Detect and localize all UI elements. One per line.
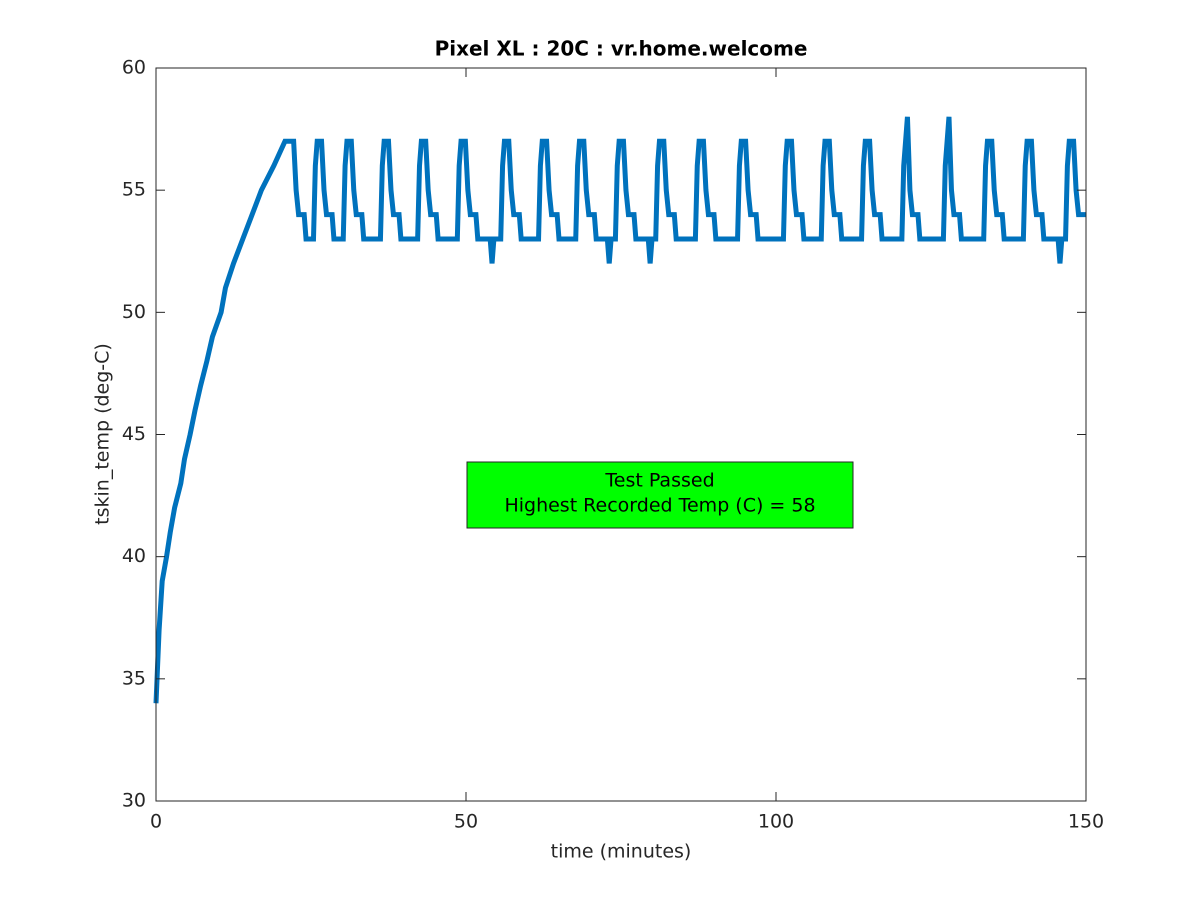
y-tick-label: 40 [122, 545, 146, 567]
y-tick-label: 50 [122, 301, 146, 323]
x-axis-label: time (minutes) [551, 841, 692, 863]
chart-title: Pixel XL : 20C : vr.home.welcome [435, 37, 808, 61]
y-axis-label: tskin_temp (deg-C) [92, 343, 114, 525]
data-line [153, 116, 1086, 704]
y-tick-label: 55 [122, 179, 146, 201]
x-tick-label: 100 [758, 811, 794, 833]
annotation-box [466, 461, 854, 529]
y-tick-label: 45 [122, 423, 146, 445]
y-tick-label: 60 [122, 57, 146, 79]
y-tick-label: 35 [122, 667, 146, 689]
annotation-text: Test Passed [604, 470, 714, 492]
annotation-text: Highest Recorded Temp (C) = 58 [504, 495, 815, 517]
y-tick-label: 30 [122, 790, 146, 812]
x-tick-label: 50 [454, 811, 478, 833]
x-tick-label: 150 [1068, 811, 1104, 833]
x-tick-label: 0 [150, 811, 162, 833]
